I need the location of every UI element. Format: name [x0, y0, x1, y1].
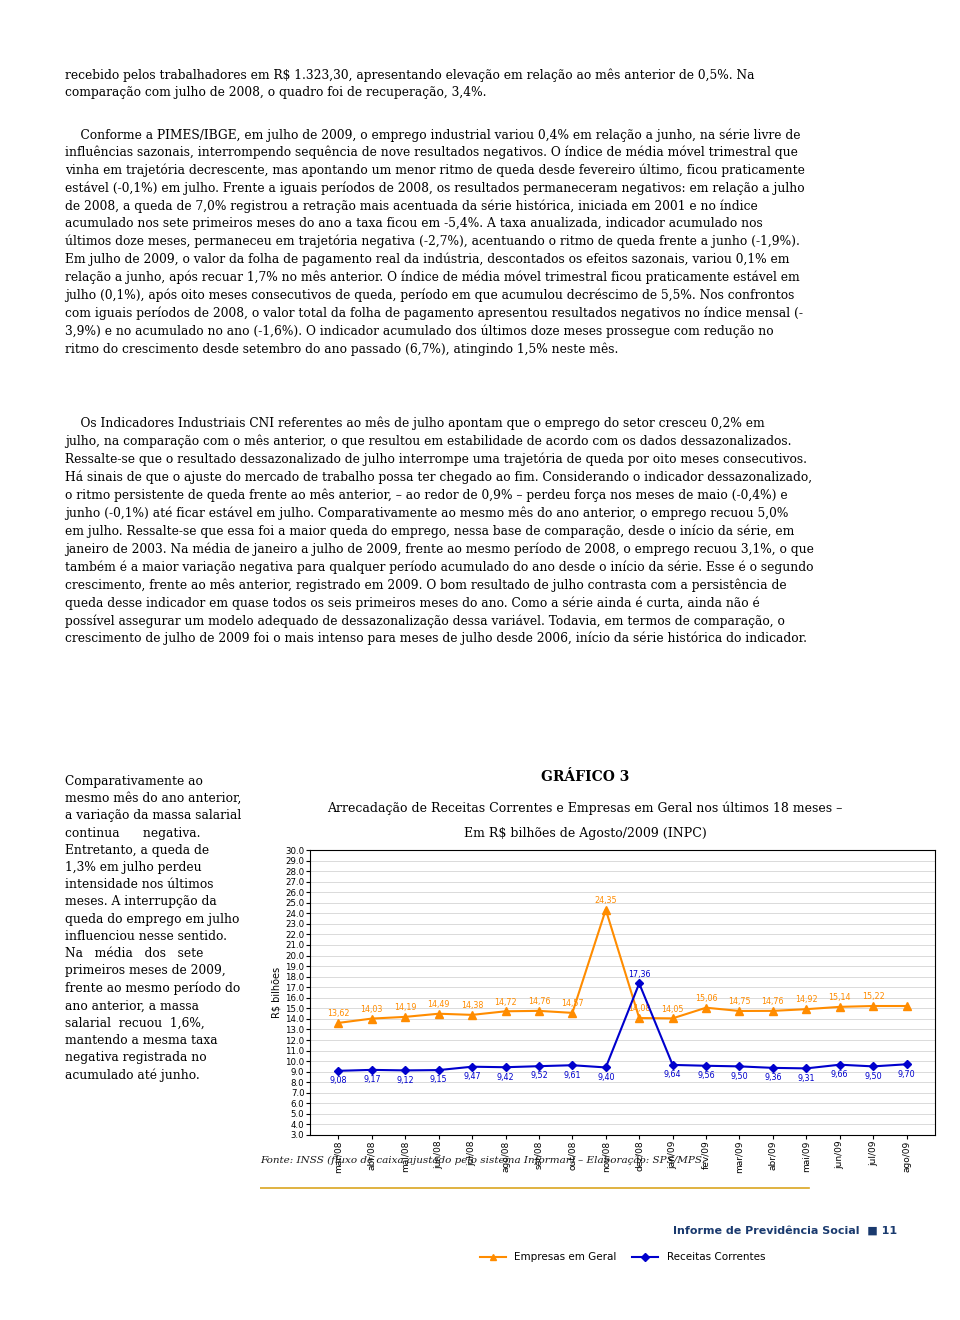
Text: 9,70: 9,70: [898, 1069, 916, 1078]
Text: 14,38: 14,38: [461, 1001, 483, 1010]
Text: 9,15: 9,15: [430, 1076, 447, 1084]
Text: Arrecadação de Receitas Correntes e Empresas em Geral nos últimos 18 meses –: Arrecadação de Receitas Correntes e Empr…: [327, 801, 843, 814]
Text: 14,05: 14,05: [661, 1005, 684, 1014]
Text: 14,72: 14,72: [494, 998, 516, 1007]
Text: 9,47: 9,47: [464, 1072, 481, 1081]
Text: 24,35: 24,35: [594, 896, 617, 906]
Text: 9,50: 9,50: [864, 1072, 882, 1081]
Text: 9,66: 9,66: [831, 1071, 849, 1078]
Text: 17,36: 17,36: [628, 970, 651, 979]
Text: 9,50: 9,50: [731, 1072, 748, 1081]
Text: Comparativamente ao
mesmo mês do ano anterior,
a variação da massa salarial
cont: Comparativamente ao mesmo mês do ano ant…: [65, 775, 242, 1082]
Text: 14,19: 14,19: [394, 1003, 417, 1012]
Text: recebido pelos trabalhadores em R$ 1.323,30, apresentando elevação em relação ao: recebido pelos trabalhadores em R$ 1.323…: [65, 69, 755, 99]
Text: 9,31: 9,31: [798, 1073, 815, 1082]
Text: 9,52: 9,52: [530, 1072, 548, 1081]
Text: 9,12: 9,12: [396, 1076, 414, 1085]
Text: 13,62: 13,62: [327, 1010, 349, 1018]
Text: Fonte: INSS (fluxo de caixa ajustado pelo sistema Informar) – Elaboração: SPS/MP: Fonte: INSS (fluxo de caixa ajustado pel…: [260, 1155, 705, 1164]
Text: 9,56: 9,56: [697, 1071, 715, 1080]
Text: Em R$ bilhões de Agosto/2009 (INPC): Em R$ bilhões de Agosto/2009 (INPC): [464, 828, 707, 841]
Text: 9,42: 9,42: [496, 1073, 515, 1081]
Text: 14,03: 14,03: [361, 1005, 383, 1014]
Text: GRÁFICO 3: GRÁFICO 3: [540, 770, 629, 784]
Text: 14,92: 14,92: [795, 995, 818, 1005]
Y-axis label: R$ bilhões: R$ bilhões: [271, 968, 281, 1018]
Text: 9,17: 9,17: [363, 1076, 381, 1084]
Text: 14,76: 14,76: [761, 997, 784, 1006]
Text: 9,40: 9,40: [597, 1073, 614, 1081]
Text: 14,75: 14,75: [729, 997, 751, 1006]
Text: Conforme a PIMES/IBGE, em julho de 2009, o emprego industrial variou 0,4% em rel: Conforme a PIMES/IBGE, em julho de 2009,…: [65, 128, 805, 355]
Text: 15,06: 15,06: [695, 994, 717, 1003]
Text: 14,49: 14,49: [427, 1001, 450, 1008]
Text: 14,08: 14,08: [628, 1005, 650, 1014]
Text: 9,08: 9,08: [329, 1076, 348, 1085]
Text: 9,61: 9,61: [564, 1071, 581, 1080]
Text: Os Indicadores Industriais CNI referentes ao mês de julho apontam que o emprego : Os Indicadores Industriais CNI referente…: [65, 417, 814, 645]
Text: 14,57: 14,57: [561, 999, 584, 1008]
Text: 14,76: 14,76: [528, 997, 550, 1006]
Text: Informe de Previdência Social  ■ 11: Informe de Previdência Social ■ 11: [673, 1226, 898, 1236]
Text: 9,36: 9,36: [764, 1073, 781, 1082]
Legend: Empresas em Geral, Receitas Correntes: Empresas em Geral, Receitas Correntes: [476, 1249, 769, 1267]
Text: 9,64: 9,64: [664, 1071, 682, 1080]
Text: 15,14: 15,14: [828, 993, 851, 1002]
Text: 15,22: 15,22: [862, 993, 884, 1002]
